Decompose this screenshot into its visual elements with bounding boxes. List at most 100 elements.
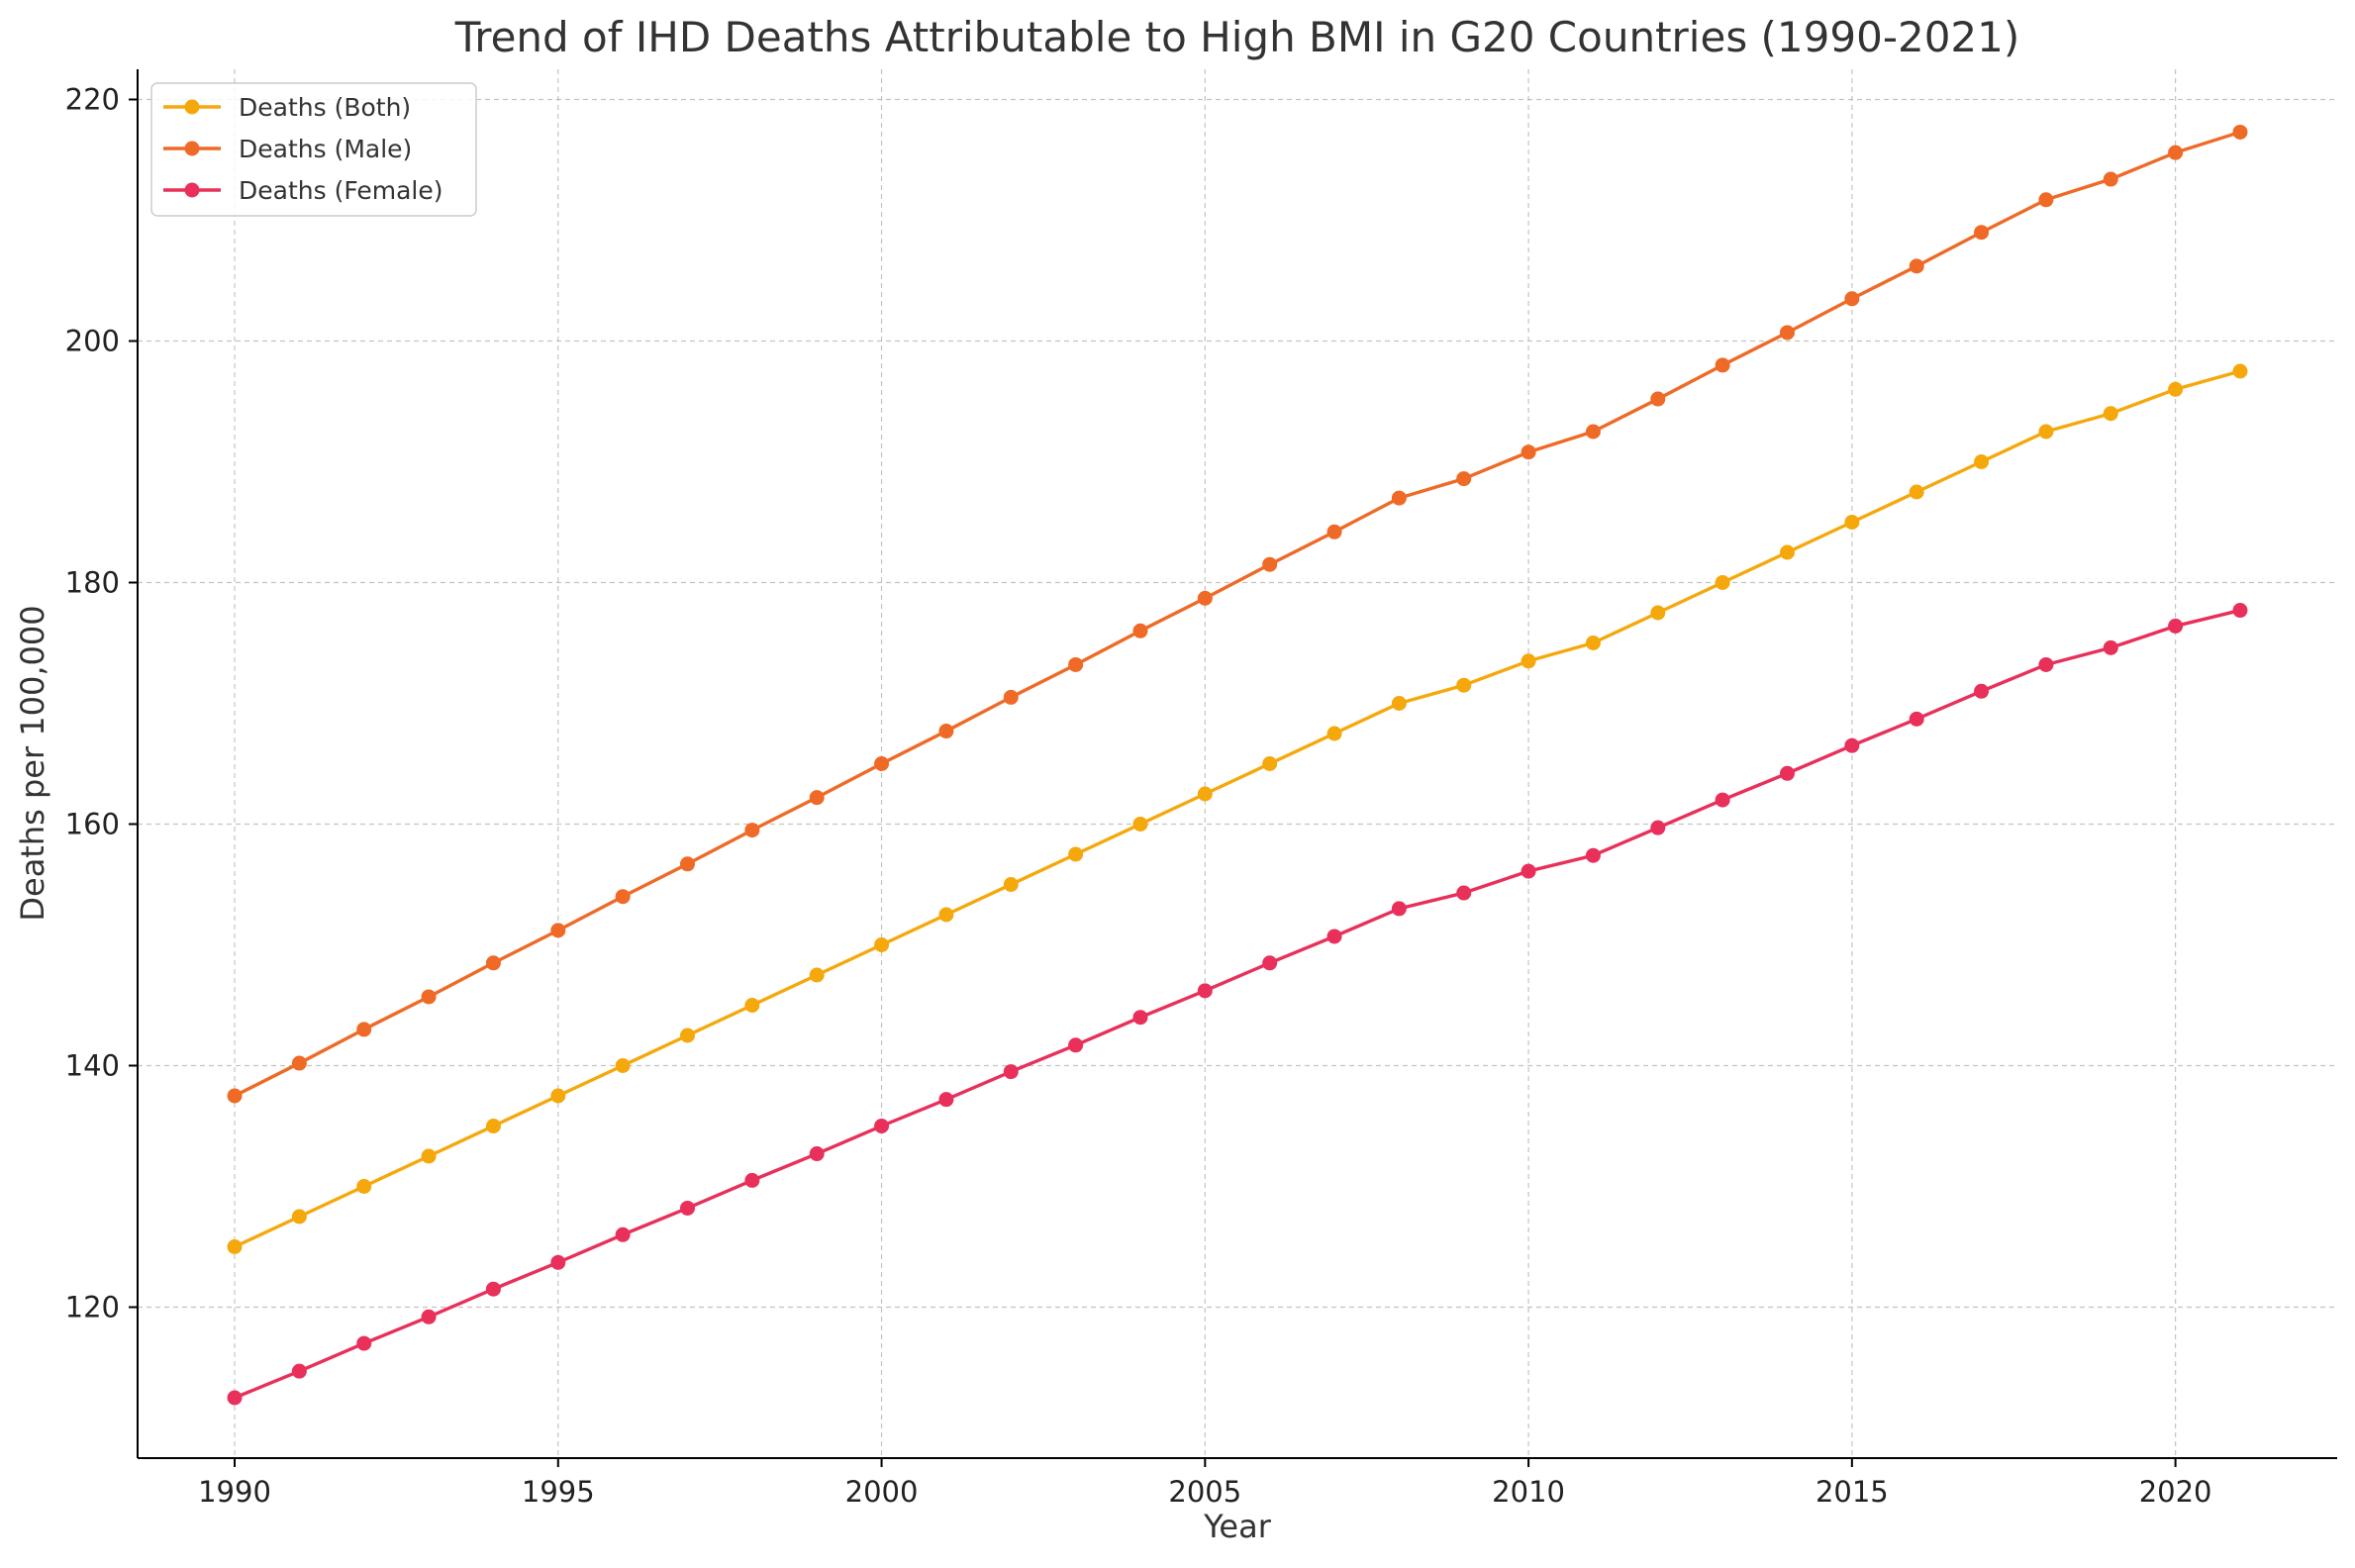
data-point [615, 889, 631, 905]
series-deaths-both [227, 363, 2248, 1254]
data-point [1326, 726, 1342, 741]
legend-item-deaths-male: Deaths (Male) [163, 135, 412, 163]
data-point [2103, 639, 2118, 655]
data-point [1844, 515, 1860, 530]
data-point [550, 923, 566, 938]
legend-item-deaths-female: Deaths (Female) [163, 176, 442, 205]
data-point [1003, 877, 1019, 892]
x-tick-label: 2000 [845, 1475, 919, 1509]
x-tick-label: 2005 [1168, 1475, 1241, 1509]
data-point [744, 1172, 760, 1188]
data-point [1197, 983, 1213, 999]
data-point [2232, 124, 2248, 140]
data-point [1391, 696, 1407, 711]
series-line-deaths-female [234, 608, 2241, 1400]
axes-layer [137, 69, 2337, 1459]
data-point [2038, 656, 2054, 672]
data-point [2168, 618, 2184, 634]
y-tick-label: 200 [65, 325, 120, 358]
data-point [356, 1022, 372, 1037]
data-point [874, 1119, 890, 1133]
data-point [485, 1281, 501, 1297]
data-point [1521, 653, 1536, 669]
data-point [1456, 471, 1472, 487]
series-deaths-male [227, 124, 2248, 1104]
data-point [1326, 524, 1342, 539]
x-axis-label: Year [1203, 1508, 1272, 1545]
data-point [615, 1058, 631, 1073]
data-point [1909, 258, 1924, 274]
series-layer [227, 124, 2248, 1406]
data-point [2103, 171, 2118, 187]
data-point [1456, 677, 1472, 693]
legend-marker [184, 141, 200, 156]
data-point [1197, 786, 1213, 802]
data-point [1326, 929, 1342, 944]
y-tick-label: 120 [65, 1291, 120, 1324]
data-point [1780, 325, 1795, 341]
x-tick-label: 1995 [522, 1475, 595, 1509]
data-point [1974, 683, 1990, 699]
data-point [2103, 406, 2118, 422]
data-point [2038, 424, 2054, 440]
data-point [1262, 556, 1278, 572]
legend-marker [184, 182, 200, 198]
data-point [1068, 1037, 1084, 1053]
data-point [680, 1028, 695, 1043]
legend-label: Deaths (Female) [239, 176, 442, 205]
data-point [874, 756, 890, 771]
data-point [1715, 357, 1730, 373]
data-point [680, 856, 695, 872]
data-point [1391, 490, 1407, 506]
data-point [2232, 363, 2248, 379]
data-point [744, 823, 760, 838]
data-point [1003, 689, 1019, 705]
data-point [938, 724, 954, 739]
x-tick-label: 2010 [1492, 1475, 1565, 1509]
data-point [1585, 636, 1601, 650]
data-point [809, 967, 825, 983]
series-line-deaths-both [234, 369, 2241, 1249]
y-tick-label: 220 [65, 83, 120, 117]
data-point [1585, 424, 1601, 440]
data-point [809, 1146, 825, 1162]
data-point [1909, 484, 1924, 500]
data-point [1262, 955, 1278, 971]
data-point [2168, 145, 2184, 160]
data-point [291, 1209, 307, 1225]
data-point [1132, 623, 1148, 638]
data-point [1068, 846, 1084, 862]
data-point [938, 907, 954, 923]
data-point [1585, 847, 1601, 863]
data-point [2168, 381, 2184, 397]
legend-marker [184, 99, 200, 115]
data-point [291, 1363, 307, 1379]
data-point [485, 955, 501, 971]
data-point [1650, 820, 1666, 835]
data-point [1974, 454, 1990, 469]
data-point [1715, 792, 1730, 808]
data-point [2232, 603, 2248, 619]
data-point [1521, 863, 1536, 879]
data-point [680, 1200, 695, 1216]
y-tick-label: 180 [65, 566, 120, 600]
data-point [1197, 590, 1213, 606]
data-point [1262, 756, 1278, 771]
data-point [2038, 192, 2054, 208]
data-point [421, 1309, 437, 1324]
data-point [227, 1239, 243, 1254]
data-point [1650, 605, 1666, 621]
data-point [550, 1254, 566, 1270]
data-point [1650, 391, 1666, 407]
chart-title: Trend of IHD Deaths Attributable to High… [454, 13, 2020, 61]
data-point [1780, 765, 1795, 781]
legend-item-deaths-both: Deaths (Both) [163, 93, 411, 122]
data-point [356, 1335, 372, 1351]
data-point [291, 1055, 307, 1071]
data-point [1068, 656, 1084, 672]
data-point [1715, 575, 1730, 590]
data-point [1844, 291, 1860, 307]
data-point [1132, 817, 1148, 832]
